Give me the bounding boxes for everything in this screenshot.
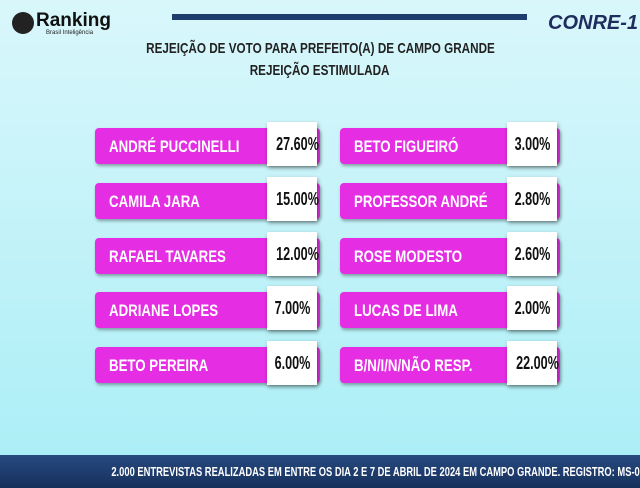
candidate-name: B/N/I/N/NÃO RESP.: [354, 356, 473, 376]
candidate-value: 27.60%: [276, 134, 319, 154]
logo-icon: [12, 12, 34, 34]
candidate-value: 22.00%: [516, 353, 559, 374]
candidate-card: ROSE MODESTO 2.60%: [340, 231, 560, 276]
candidate-card: CAMILA JARA 15.00%: [95, 176, 320, 221]
candidate-card: ANDRÉ PUCCINELLI 27.60%: [95, 122, 320, 166]
logo-right: CONRE-1: [548, 12, 639, 34]
top-bar: [172, 14, 527, 20]
value-box: 3.00%: [507, 122, 557, 166]
candidate-name: BETO FIGUEIRÓ: [354, 137, 459, 156]
candidate-value: 2.00%: [514, 298, 551, 319]
candidate-value: 6.00%: [274, 353, 311, 374]
value-box: 12.00%: [267, 231, 319, 276]
value-box: 7.00%: [267, 286, 317, 331]
value-box: 2.00%: [507, 286, 557, 331]
candidate-name: ADRIANE LOPES: [109, 301, 219, 321]
candidate-value: 7.00%: [274, 298, 311, 319]
value-box: 2.60%: [507, 231, 557, 276]
value-box: 22.00%: [507, 341, 559, 386]
logo-left-sub: Brasil Inteligência: [46, 30, 94, 36]
value-box: 2.80%: [507, 176, 557, 221]
subtitle: REJEIÇÃO ESTIMULADA: [250, 62, 390, 79]
candidate-name: PROFESSOR ANDRÉ: [354, 191, 488, 211]
candidate-card: PROFESSOR ANDRÉ 2.80%: [340, 176, 560, 221]
candidate-name: LUCAS DE LIMA: [354, 301, 458, 321]
candidate-value: 2.80%: [514, 188, 551, 209]
footer-bar: 2.000 ENTREVISTAS REALIZADAS EM ENTRE OS…: [0, 455, 640, 488]
candidate-name: ROSE MODESTO: [354, 246, 463, 266]
title: REJEIÇÃO DE VOTO PARA PREFEITO(A) DE CAM…: [145, 40, 495, 57]
candidate-value: 3.00%: [514, 134, 551, 154]
candidate-card: BETO PEREIRA 6.00%: [95, 341, 320, 386]
candidate-card: LUCAS DE LIMA 2.00%: [340, 286, 560, 331]
candidate-card: B/N/I/N/NÃO RESP. 22.00%: [340, 341, 560, 386]
candidate-name: CAMILA JARA: [109, 191, 200, 211]
candidate-card: RAFAEL TAVARES 12.00%: [95, 231, 320, 276]
candidate-value: 15.00%: [276, 188, 319, 209]
candidate-card: ADRIANE LOPES 7.00%: [95, 286, 320, 331]
logo-left: Ranking: [36, 10, 111, 31]
candidate-card: BETO FIGUEIRÓ 3.00%: [340, 122, 560, 166]
candidate-value: 12.00%: [276, 243, 319, 264]
value-box: 27.60%: [267, 122, 319, 166]
candidate-name: RAFAEL TAVARES: [109, 246, 226, 266]
subtitle-wrap: REJEIÇÃO ESTIMULADA: [0, 62, 640, 79]
candidate-name: BETO PEREIRA: [109, 356, 209, 376]
candidate-value: 2.60%: [514, 243, 551, 264]
candidate-name: ANDRÉ PUCCINELLI: [109, 137, 240, 156]
value-box: 6.00%: [267, 341, 317, 386]
footer: 2.000 ENTREVISTAS REALIZADAS EM ENTRE OS…: [111, 464, 640, 479]
title-wrap: REJEIÇÃO DE VOTO PARA PREFEITO(A) DE CAM…: [0, 40, 640, 57]
value-box: 15.00%: [267, 176, 319, 221]
